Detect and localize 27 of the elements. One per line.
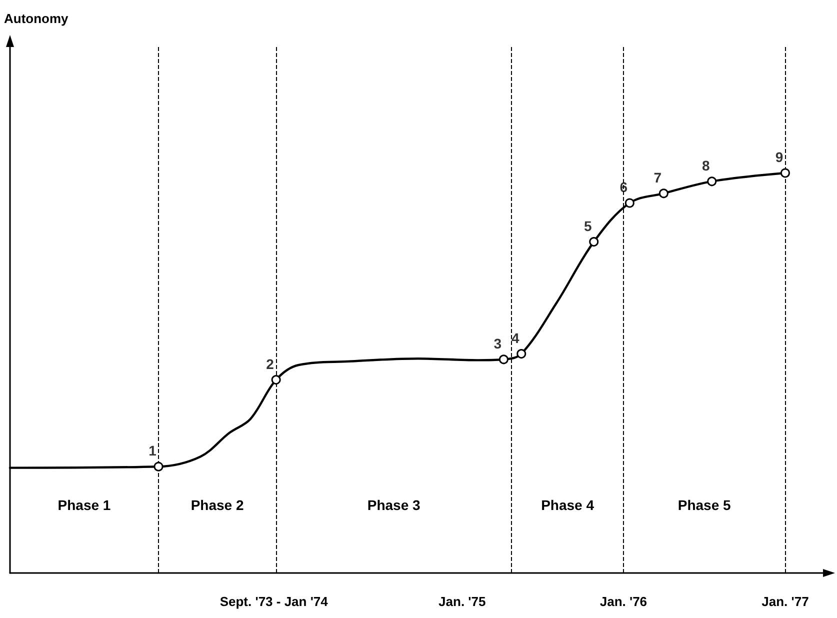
x-tick-label: Jan. '77 [762, 594, 809, 609]
annotation: 8 [702, 157, 710, 174]
point [780, 168, 790, 178]
annotation: Phase 3 [367, 497, 421, 513]
point [624, 198, 634, 208]
annotation: 1 [148, 442, 157, 459]
text: Autonomy [4, 11, 70, 26]
point [498, 354, 508, 364]
point [516, 349, 526, 359]
point [589, 237, 599, 247]
x-tick-label: Sept. '73 - Jan '74 [220, 594, 329, 609]
annotation: 5 [584, 218, 592, 234]
annotation: 4 [511, 330, 520, 346]
annotation: Phase 2 [190, 497, 244, 513]
point [658, 188, 668, 198]
annotation: Phase 1 [58, 497, 111, 513]
x-tick-label: Jan. '76 [600, 594, 648, 609]
annotation: 2 [266, 356, 274, 372]
annotation: Phase 4 [541, 497, 594, 513]
annotation: 3 [494, 335, 502, 352]
annotation: 7 [654, 169, 662, 186]
annotation: 9 [775, 149, 784, 165]
annotation: Phase 5 [678, 497, 732, 513]
point [707, 176, 717, 186]
point [154, 462, 164, 472]
point [271, 375, 281, 385]
x-tick-label: Jan. '75 [438, 594, 486, 609]
